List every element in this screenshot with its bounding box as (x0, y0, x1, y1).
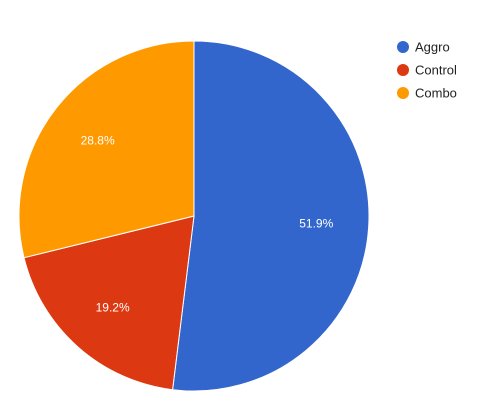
slice-label-combo: 28.8% (81, 133, 115, 147)
legend-label-combo: Combo (415, 86, 457, 101)
legend-swatch-control (397, 64, 409, 76)
legend-item-control[interactable]: Control (397, 63, 457, 78)
pie-slices (18, 40, 370, 392)
slice-label-aggro: 51.9% (299, 217, 333, 231)
pie-slice-aggro[interactable] (172, 40, 370, 392)
legend: Aggro Control Combo (397, 40, 457, 101)
legend-swatch-aggro (397, 41, 409, 53)
slice-label-control: 19.2% (96, 301, 130, 315)
legend-item-aggro[interactable]: Aggro (397, 40, 450, 55)
legend-item-combo[interactable]: Combo (397, 86, 457, 101)
legend-label-aggro: Aggro (415, 40, 450, 55)
pie-slice-labels: 51.9% 19.2% 28.8% (81, 133, 334, 314)
pie-slice-control[interactable] (23, 215, 195, 391)
legend-label-control: Control (415, 63, 457, 78)
pie-slice-combo[interactable] (18, 40, 195, 259)
legend-swatch-combo (397, 87, 409, 99)
